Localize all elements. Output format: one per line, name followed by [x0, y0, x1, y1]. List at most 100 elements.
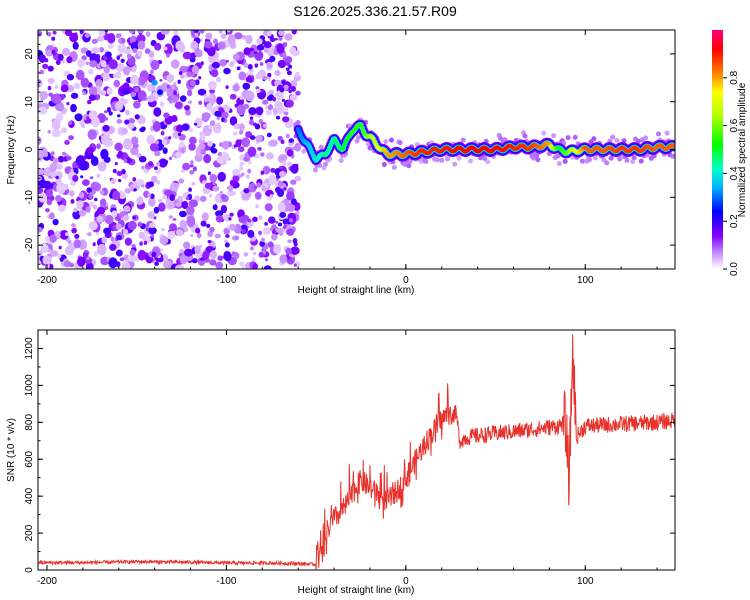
ridge-halo — [579, 158, 585, 164]
noise-blob — [209, 259, 217, 266]
noise-blob — [132, 142, 139, 149]
noise-blob — [282, 161, 287, 166]
noise-blob — [146, 134, 155, 145]
noise-blob — [260, 152, 265, 157]
noise-blob — [138, 231, 145, 240]
noise-blob — [236, 104, 246, 116]
noise-blob — [262, 75, 268, 80]
noise-blob — [238, 174, 242, 178]
noise-blob — [243, 252, 249, 257]
noise-blob — [255, 73, 263, 80]
noise-blob — [70, 168, 74, 173]
x-tick-label: -200 — [37, 576, 57, 587]
noise-blob — [98, 47, 104, 53]
ridge-halo — [434, 157, 440, 163]
noise-blob — [212, 204, 218, 211]
noise-blob — [251, 108, 256, 113]
noise-blob — [205, 32, 213, 40]
noise-blob — [115, 33, 121, 39]
noise-blob — [99, 190, 105, 195]
noise-blob — [78, 210, 85, 216]
noise-blob — [154, 140, 160, 145]
noise-blob — [124, 119, 130, 125]
noise-blob — [209, 250, 217, 260]
noise-blob — [132, 48, 138, 54]
noise-blob — [143, 240, 148, 245]
noise-blob — [167, 231, 176, 239]
noise-blob — [179, 65, 188, 73]
noise-blob — [101, 236, 108, 244]
noise-blob — [55, 195, 62, 202]
noise-blob — [256, 38, 263, 45]
noise-blob — [137, 249, 147, 261]
noise-blob — [275, 220, 279, 224]
noise-blob — [77, 58, 85, 68]
noise-blob — [245, 34, 253, 45]
noise-blob — [38, 168, 45, 176]
noise-blob — [292, 238, 298, 244]
noise-blob — [161, 159, 169, 165]
noise-blob — [139, 241, 144, 246]
noise-blob — [97, 206, 106, 215]
ridge-halo — [555, 153, 561, 159]
noise-blob — [224, 239, 228, 243]
noise-blob — [186, 205, 195, 215]
noise-blob — [71, 227, 77, 234]
noise-blob — [68, 120, 73, 125]
noise-blob — [141, 184, 145, 188]
noise-blob — [251, 257, 256, 262]
noise-blob — [258, 215, 263, 221]
noise-blob — [87, 129, 97, 141]
noise-blob — [63, 183, 69, 190]
noise-blob — [238, 123, 245, 131]
noise-blob — [52, 94, 62, 105]
noise-blob — [208, 94, 214, 99]
noise-blob — [38, 106, 48, 115]
noise-blob — [104, 214, 114, 225]
noise-blob — [112, 190, 121, 201]
snr-ylabel: SNR (10 * v/v) — [6, 418, 17, 482]
noise-blob — [188, 142, 196, 151]
snr-frame — [38, 330, 675, 570]
noise-blob — [211, 69, 219, 78]
noise-blob — [124, 237, 133, 246]
noise-blob — [245, 174, 250, 179]
ridge-cell — [296, 127, 300, 131]
noise-blob — [82, 179, 90, 187]
noise-blob — [252, 263, 258, 269]
noise-blob — [247, 168, 252, 174]
spectrogram-ylabel: Frequency (Hz) — [6, 116, 17, 185]
noise-blob — [100, 134, 110, 146]
noise-blob — [45, 188, 53, 198]
noise-blob — [239, 261, 245, 267]
noise-blob — [282, 41, 288, 48]
noise-blob — [84, 33, 90, 38]
noise-blob — [267, 104, 274, 111]
noise-blob — [254, 186, 258, 189]
noise-blob — [57, 155, 65, 163]
noise-blob — [52, 157, 59, 165]
noise-blob — [210, 148, 218, 154]
noise-blob — [209, 173, 218, 183]
noise-blob — [221, 117, 225, 123]
noise-blob — [169, 100, 173, 104]
noise-blob — [218, 30, 223, 34]
noise-blob — [266, 62, 273, 69]
noise-blob — [277, 180, 283, 187]
ridge-cell — [359, 122, 363, 127]
noise-blob — [276, 90, 284, 100]
noise-blob — [203, 93, 208, 99]
noise-blob — [88, 94, 96, 101]
ridge-halo — [381, 162, 387, 167]
colorbar-label: Normalized spectral amplitude — [737, 82, 748, 217]
noise-blob — [129, 118, 135, 124]
noise-blob — [266, 132, 272, 138]
noise-blob — [57, 253, 62, 259]
noise-blob — [261, 237, 265, 242]
noise-blob — [223, 67, 231, 75]
colorbar-tick-label: 0.2 — [729, 214, 740, 228]
noise-blob — [117, 43, 127, 54]
noise-blob — [199, 133, 206, 141]
noise-blob — [80, 175, 84, 179]
noise-blob — [123, 158, 128, 163]
